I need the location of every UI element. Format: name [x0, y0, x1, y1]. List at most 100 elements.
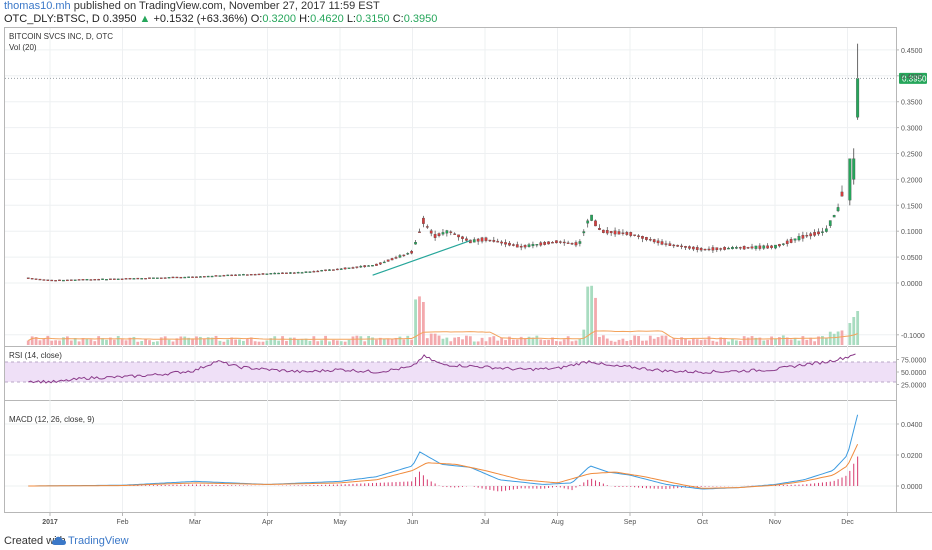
chart-header: thomas10.mh published on TradingView.com…	[0, 0, 932, 26]
volume-bar	[656, 337, 660, 345]
volume-bar	[120, 339, 124, 345]
volume-bar	[856, 311, 860, 345]
candle-body	[731, 247, 734, 250]
volume-bar	[288, 337, 292, 345]
candle-body	[292, 272, 296, 274]
volume-bar	[832, 333, 836, 345]
volume-bar	[824, 337, 828, 345]
candle-body	[691, 246, 695, 250]
volume-bar	[238, 339, 241, 345]
price-tick-label-3: 0.3000	[901, 126, 923, 133]
volume-bar	[778, 337, 781, 345]
open-value: 0.3200	[262, 13, 297, 25]
volume-bar	[691, 338, 695, 345]
candle-body	[778, 244, 781, 247]
volume-bar	[359, 336, 363, 345]
volume-bar	[688, 340, 691, 345]
candle-body	[101, 278, 104, 280]
volume-bar	[809, 337, 813, 345]
volume-bar	[73, 338, 77, 345]
volume-bar	[727, 341, 730, 345]
volume-bar	[668, 339, 672, 345]
candle-body	[394, 257, 398, 259]
volume-bar	[26, 340, 30, 345]
candle-body	[425, 226, 429, 228]
candle-body	[605, 230, 609, 234]
volume-bar	[734, 340, 738, 345]
candle-body	[774, 244, 777, 249]
close-value: 0.3950	[403, 13, 438, 25]
candle-body	[480, 237, 484, 242]
candle-body	[598, 228, 601, 230]
candle-body	[719, 248, 723, 250]
volume-bar	[754, 337, 758, 345]
volume-bar	[543, 340, 547, 345]
tradingview-link[interactable]: TradingView	[68, 535, 129, 547]
volume-bar	[805, 339, 809, 345]
candle-body	[97, 278, 101, 281]
candle-body	[379, 262, 382, 265]
signal-line	[28, 443, 859, 489]
volume-bar	[382, 338, 386, 345]
symbol-label[interactable]: OTC_DLY:BTSC, D	[4, 13, 100, 25]
chart-area[interactable]: 0.3950 0.4500 0.4000 0.3500 0.3000 0.2500 0.2…	[0, 27, 932, 531]
volume-bar	[355, 335, 359, 345]
candle-body	[840, 191, 844, 197]
candle-body	[680, 245, 683, 248]
volume-bar	[410, 339, 414, 345]
candle-body	[81, 279, 85, 281]
volume-bar	[445, 337, 449, 345]
chart-svg[interactable]: 0.3950 0.4500 0.4000 0.3500 0.3000 0.2500 0.2…	[0, 27, 932, 531]
candle-body	[590, 214, 593, 221]
candle-body	[574, 242, 578, 246]
candle-body	[191, 276, 194, 278]
time-tick-label-1: Feb	[116, 519, 128, 526]
candle-body	[512, 244, 515, 246]
candle-body	[519, 245, 523, 248]
volume-bar	[50, 340, 54, 345]
candle-body	[50, 279, 54, 282]
volume-bar	[590, 285, 594, 345]
price-badge-text: 0.3950	[902, 74, 927, 83]
candle-body	[664, 243, 668, 245]
candle-body	[175, 276, 179, 279]
trendline-drawing[interactable]	[372, 239, 471, 276]
candle-body	[488, 239, 492, 242]
candle-body	[206, 275, 210, 278]
candle-body	[484, 237, 488, 241]
volume-bar	[770, 336, 773, 345]
time-tick-label-5: Jun	[407, 519, 418, 526]
candle-body	[825, 228, 828, 232]
volume-bar	[539, 339, 543, 345]
candle-body	[449, 231, 453, 233]
candle-body	[699, 248, 703, 251]
volume-bar	[429, 333, 433, 345]
volume-bar	[347, 339, 351, 345]
candle-body	[30, 278, 34, 280]
candle-body	[684, 246, 687, 248]
volume-bar	[425, 338, 429, 345]
volume-bar	[781, 335, 785, 345]
volume-bar	[484, 341, 488, 345]
candle-body	[785, 240, 789, 245]
volume-bar	[367, 336, 371, 345]
candle-body	[547, 241, 550, 245]
candle-body	[316, 270, 320, 273]
candle-body	[594, 220, 597, 227]
volume-bar	[277, 340, 281, 345]
candle-body	[578, 241, 582, 244]
volume-bar	[621, 338, 625, 345]
volume-bar	[731, 338, 734, 345]
volume-bar	[527, 336, 531, 345]
author-link[interactable]: thomas10.mh	[4, 0, 71, 12]
price-badge-box	[899, 72, 927, 84]
volume-bar	[332, 339, 335, 345]
volume-bar	[785, 337, 789, 345]
candle-body	[801, 234, 805, 239]
volume-bar	[703, 339, 707, 345]
time-tick-label-0: 2017	[42, 519, 58, 526]
candle-body	[523, 245, 527, 248]
candle-body	[625, 232, 629, 235]
volume-bar	[89, 339, 93, 345]
candle-body	[105, 278, 108, 281]
